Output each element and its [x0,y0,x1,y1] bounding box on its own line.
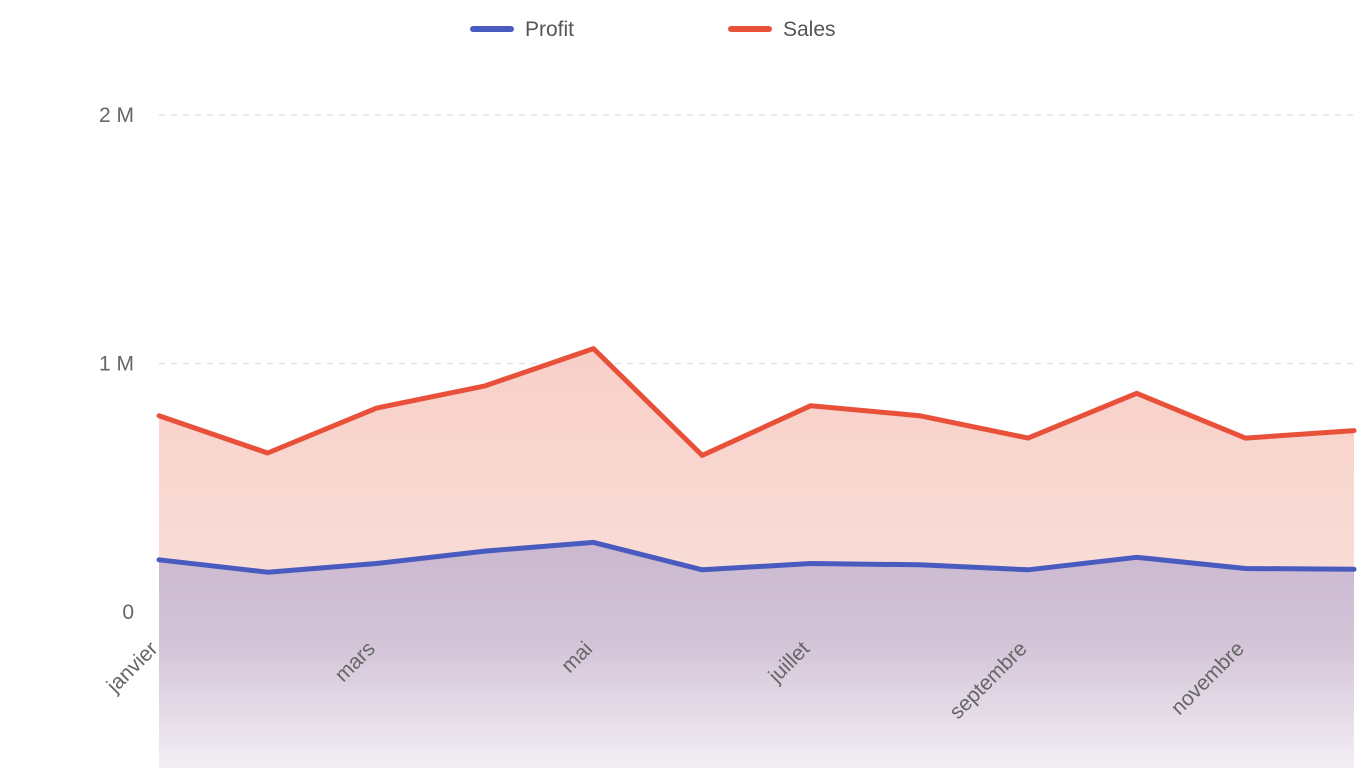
legend-label: Profit [525,18,574,41]
y-tick-label: 0 [122,601,134,624]
series-areas [159,348,1354,768]
y-tick-label: 2 M [99,104,134,127]
legend-label: Sales [783,18,836,41]
profit-area [159,542,1354,768]
legend-item-sales[interactable]: Sales [728,18,836,41]
legend-item-profit[interactable]: Profit [470,18,574,41]
legend[interactable]: Profit Sales [470,18,836,41]
profit-line[interactable] [156,539,1357,575]
sales-area [159,348,1354,573]
y-axis-ticks: 0 1 M 2 M [99,104,134,624]
series-lines [156,346,1357,575]
y-tick-label: 1 M [99,353,134,376]
sales-line[interactable] [156,346,1357,458]
x-tick-label: janvier [102,637,163,698]
